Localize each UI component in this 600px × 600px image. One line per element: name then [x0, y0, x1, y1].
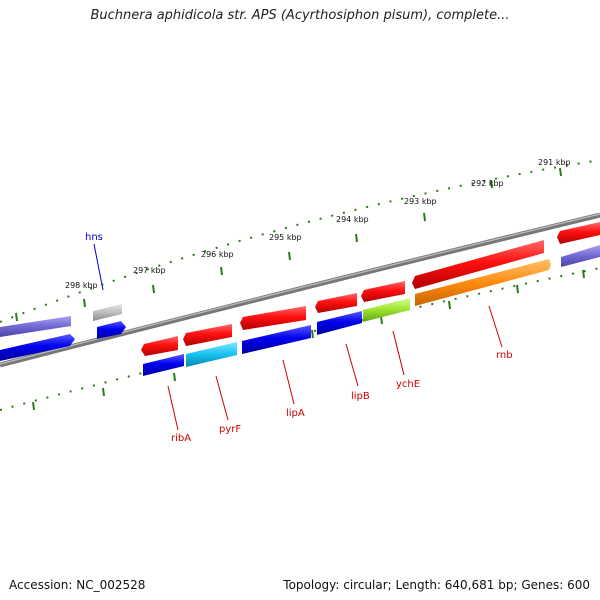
gene-feature-ribA: [143, 354, 184, 376]
genome-backbone: [0, 212, 600, 368]
kbp-label-293: 293 kbp: [404, 197, 437, 206]
gene-feature-lipB: [317, 311, 362, 335]
gene-label-hns[interactable]: hns: [85, 232, 103, 243]
gene-feature-lipA: [242, 325, 311, 354]
hns-leader-line: [93, 243, 104, 291]
kbp-label-297: 297 kbp: [133, 266, 166, 275]
kbp-label-292: 292 kbp: [471, 179, 504, 188]
gene-feature-pyrF: [186, 342, 237, 367]
genome-summary-text: Topology: circular; Length: 640,681 bp; …: [283, 578, 590, 592]
gene-feature-red-lipA-upper: [240, 306, 306, 330]
lipA-leader-line: [282, 359, 295, 405]
outer-major-ticks: [15, 167, 562, 322]
accession-text: Accession: NC_002528: [9, 578, 146, 592]
ribA-leader-line: [167, 385, 179, 431]
genome-backbone-highlight: [0, 213, 600, 365]
gene-feature-blue-small: [97, 321, 126, 339]
gene-feature-red-4: [361, 281, 405, 302]
rnb-leader-line: [488, 305, 503, 348]
lipB-leader-line: [345, 343, 359, 387]
gene-feature-purple-left: [0, 316, 71, 337]
gene-label-lipA[interactable]: lipA: [286, 408, 305, 419]
gene-label-lipB[interactable]: lipB: [351, 391, 370, 402]
gene-feature-red-3: [315, 293, 357, 313]
gene-feature-ychE: [363, 298, 410, 322]
gene-label-ychE[interactable]: ychE: [396, 379, 420, 390]
gene-feature-red-2: [183, 324, 232, 346]
gene-feature-red-5: [412, 240, 544, 289]
kbp-label-294: 294 kbp: [336, 215, 369, 224]
gene-feature-red-right: [557, 222, 600, 244]
ychE-leader-line: [392, 330, 405, 376]
gene-feature-rnb: [415, 259, 551, 306]
map-title: Buchnera aphidicola str. APS (Acyrthosip…: [90, 8, 510, 23]
kbp-label-298: 298 kbp: [65, 281, 98, 290]
pyrF-leader-line: [215, 375, 229, 421]
gene-feature-hns: [93, 304, 122, 321]
gene-label-pyrF[interactable]: pyrF: [219, 424, 241, 435]
kbp-label-291: 291 kbp: [538, 158, 571, 167]
kbp-label-295: 295 kbp: [269, 233, 302, 242]
kbp-label-296: 296 kbp: [201, 250, 234, 259]
inner-major-ticks: [32, 269, 585, 411]
gene-feature-blue-left: [0, 334, 75, 361]
gene-label-ribA[interactable]: ribA: [171, 433, 191, 444]
gene-feature-red-1: [141, 336, 178, 356]
gene-label-rnb[interactable]: rnb: [496, 350, 513, 361]
gene-feature-purple-right: [561, 245, 600, 267]
